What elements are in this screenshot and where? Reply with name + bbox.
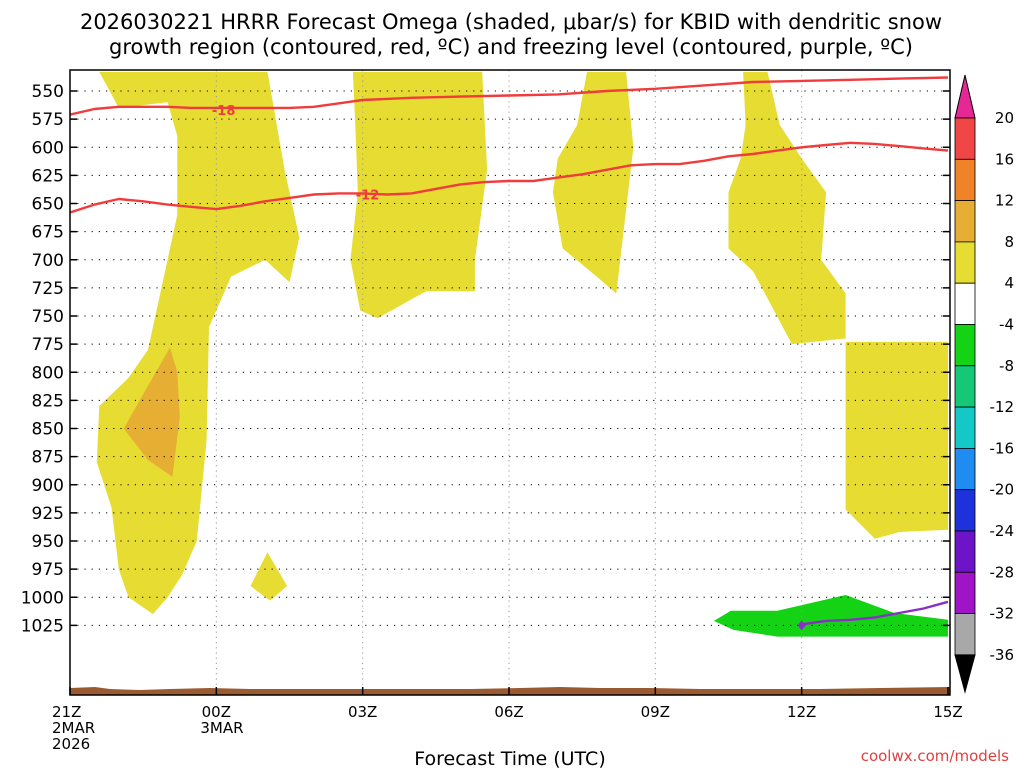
colorbar-bottom-arrow — [954, 654, 976, 694]
x-tick-label-6-0: 15Z — [933, 703, 962, 721]
x-tick-label-5-0: 12Z — [787, 703, 816, 721]
omega-region-5 — [728, 71, 846, 345]
colorbar-band-1 — [954, 117, 976, 160]
x-tick-label-4-0: 09Z — [641, 703, 670, 721]
contour-line-1 — [70, 141, 949, 214]
colorbar-tick-5: -4 — [999, 316, 1014, 334]
colorbar-tick-10: -24 — [990, 522, 1015, 540]
omega-region-4 — [552, 71, 634, 294]
colorbar: 20 16 12 8 4 -4 -8 -12 -16 -20 -24 -28 -32 -36 — [954, 74, 1015, 694]
omega-region-2 — [250, 552, 288, 601]
y-tick-label-1: 575 — [32, 110, 64, 130]
colorbar-tick-13: -36 — [990, 646, 1015, 664]
omega-shaded-regions — [96, 71, 948, 637]
colorbar-tick-6: -8 — [999, 357, 1014, 375]
chart-title-line-1: 2026030221 HRRR Forecast Omega (shaded, … — [80, 10, 942, 34]
colorbar-band-6 — [954, 324, 976, 367]
omega-region-7 — [713, 595, 948, 637]
colorbar-tick-4: 4 — [1004, 274, 1014, 292]
colorbar-band-4 — [954, 241, 976, 284]
colorbar-band-2 — [954, 158, 976, 202]
contour-line-0 — [70, 76, 949, 116]
omega-region-1 — [123, 347, 180, 477]
chart-title-line-2: growth region (contoured, red, ºC) and f… — [109, 35, 913, 59]
y-tick-label-2: 600 — [32, 138, 64, 158]
x-tick-label-1-0: 00Z — [202, 703, 231, 721]
colorbar-tick-2: 12 — [995, 192, 1014, 210]
omega-region-6 — [845, 341, 948, 539]
contour-line-2 — [801, 600, 949, 626]
x-tick-label-0-1: 2MAR — [52, 719, 95, 737]
colorbar-band-10 — [954, 489, 976, 532]
plot-frame — [69, 69, 951, 696]
x-tick-label-0-2: 2026 — [52, 735, 90, 753]
colorbar-tick-9: -20 — [990, 481, 1015, 499]
y-tick-label-19: 1025 — [21, 616, 64, 636]
temperature-contours: -18 -12 — [70, 76, 949, 631]
grid-lines — [70, 70, 950, 695]
y-tick-label-11: 825 — [32, 391, 64, 411]
colorbar-band-5 — [954, 282, 976, 325]
y-tick-label-12: 850 — [32, 420, 64, 440]
terrain-layer — [70, 687, 950, 695]
y-tick-label-15: 925 — [32, 504, 64, 524]
colorbar-tick-3: 8 — [1004, 233, 1014, 251]
credit-text: coolwx.com/models — [861, 747, 1009, 765]
omega-region-0 — [96, 71, 300, 615]
y-tick-label-5: 675 — [32, 223, 64, 243]
colorbar-band-13 — [954, 613, 976, 656]
colorbar-band-8 — [954, 406, 976, 449]
contour-label-0: -18 — [212, 104, 236, 119]
colorbar-tick-12: -32 — [990, 605, 1015, 623]
y-tick-label-9: 775 — [32, 335, 64, 355]
x-tick-label-3-0: 06Z — [494, 703, 523, 721]
y-tick-label-13: 875 — [32, 448, 64, 468]
x-tick-label-1-1: 3MAR — [200, 719, 243, 737]
colorbar-tick-8: -16 — [990, 439, 1015, 457]
y-tick-label-0: 550 — [32, 82, 64, 102]
colorbar-tick-0: 20 — [995, 109, 1014, 127]
y-axis-ticks: 550 575 600 625 650 675 700 725 750 775 800 825 850 8… — [21, 82, 950, 636]
y-tick-label-8: 750 — [32, 307, 64, 327]
colorbar-tick-11: -28 — [990, 563, 1015, 581]
contour-label-1: -12 — [356, 189, 380, 204]
y-tick-label-6: 700 — [32, 251, 64, 271]
colorbar-tick-1: 16 — [995, 150, 1014, 168]
x-tick-label-2-0: 03Z — [348, 703, 377, 721]
y-tick-label-3: 625 — [32, 166, 64, 186]
y-tick-label-16: 950 — [32, 532, 64, 552]
y-tick-label-18: 1000 — [21, 588, 64, 608]
omega-region-3 — [350, 71, 488, 319]
y-tick-label-14: 900 — [32, 476, 64, 496]
contour-marker-2 — [797, 620, 806, 631]
y-tick-label-17: 975 — [32, 560, 64, 580]
terrain-fill — [70, 687, 950, 695]
colorbar-band-11 — [954, 530, 976, 573]
x-axis-label: Forecast Time (UTC) — [414, 748, 605, 768]
x-tick-label-0-0: 21Z — [52, 703, 81, 721]
colorbar-band-7 — [954, 365, 976, 408]
y-tick-label-7: 725 — [32, 279, 64, 299]
y-tick-label-10: 800 — [32, 363, 64, 383]
colorbar-band-9 — [954, 447, 976, 491]
colorbar-band-3 — [954, 200, 976, 243]
colorbar-band-12 — [954, 571, 976, 614]
colorbar-top-arrow — [954, 74, 976, 119]
y-tick-label-4: 650 — [32, 195, 64, 215]
colorbar-tick-7: -12 — [990, 398, 1015, 416]
